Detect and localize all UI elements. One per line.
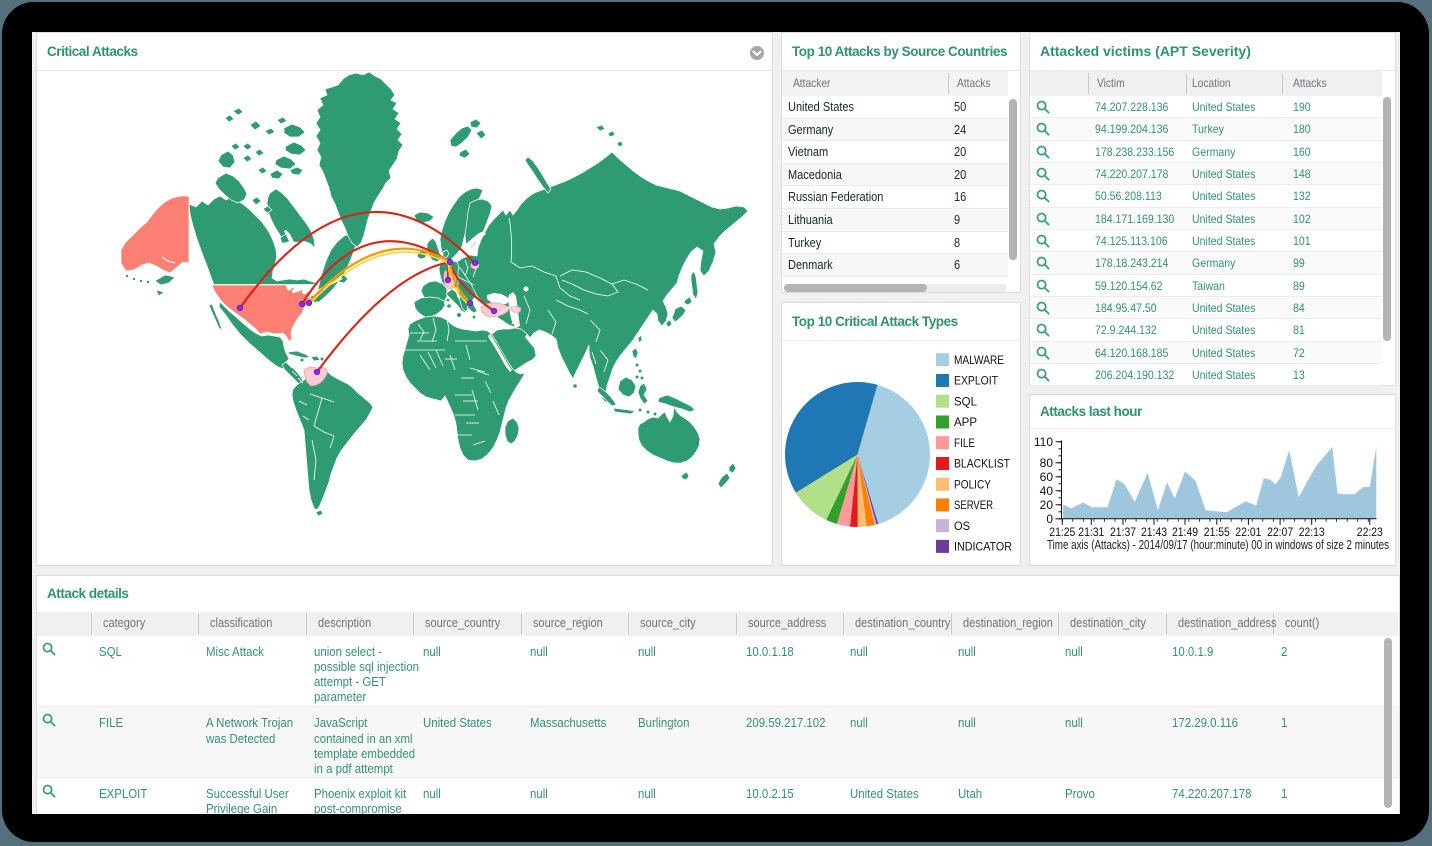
svg-text:OS: OS xyxy=(954,519,970,533)
svg-text:EXPLOIT: EXPLOIT xyxy=(954,374,999,388)
svg-text:21:31: 21:31 xyxy=(1078,525,1104,539)
svg-text:MALWARE: MALWARE xyxy=(954,353,1004,367)
svg-text:80: 80 xyxy=(1040,456,1054,470)
svg-text:BLACKLIST: BLACKLIST xyxy=(954,457,1011,471)
svg-text:21:55: 21:55 xyxy=(1204,525,1230,539)
svg-text:22:23: 22:23 xyxy=(1357,525,1383,539)
svg-text:21:37: 21:37 xyxy=(1110,525,1136,539)
svg-text:20: 20 xyxy=(1040,498,1054,512)
svg-text:60: 60 xyxy=(1040,470,1054,484)
svg-text:SERVER: SERVER xyxy=(954,498,993,512)
svg-text:INDICATOR: INDICATOR xyxy=(954,540,1012,554)
svg-text:Time axis (Attacks) - 2014/09/: Time axis (Attacks) - 2014/09/17 (hour:m… xyxy=(1047,538,1389,552)
svg-text:21:49: 21:49 xyxy=(1172,525,1198,539)
svg-text:40: 40 xyxy=(1040,484,1054,498)
svg-text:FILE: FILE xyxy=(954,436,975,450)
svg-text:0: 0 xyxy=(1046,512,1053,526)
svg-text:21:43: 21:43 xyxy=(1141,525,1167,539)
svg-text:22:07: 22:07 xyxy=(1267,525,1293,539)
svg-text:22:13: 22:13 xyxy=(1299,525,1325,539)
svg-text:SQL: SQL xyxy=(954,394,977,408)
svg-text:APP: APP xyxy=(954,415,977,429)
svg-text:22:01: 22:01 xyxy=(1235,525,1261,539)
svg-text:110: 110 xyxy=(1034,435,1053,449)
svg-text:21:25: 21:25 xyxy=(1049,525,1075,539)
svg-text:POLICY: POLICY xyxy=(954,477,991,491)
